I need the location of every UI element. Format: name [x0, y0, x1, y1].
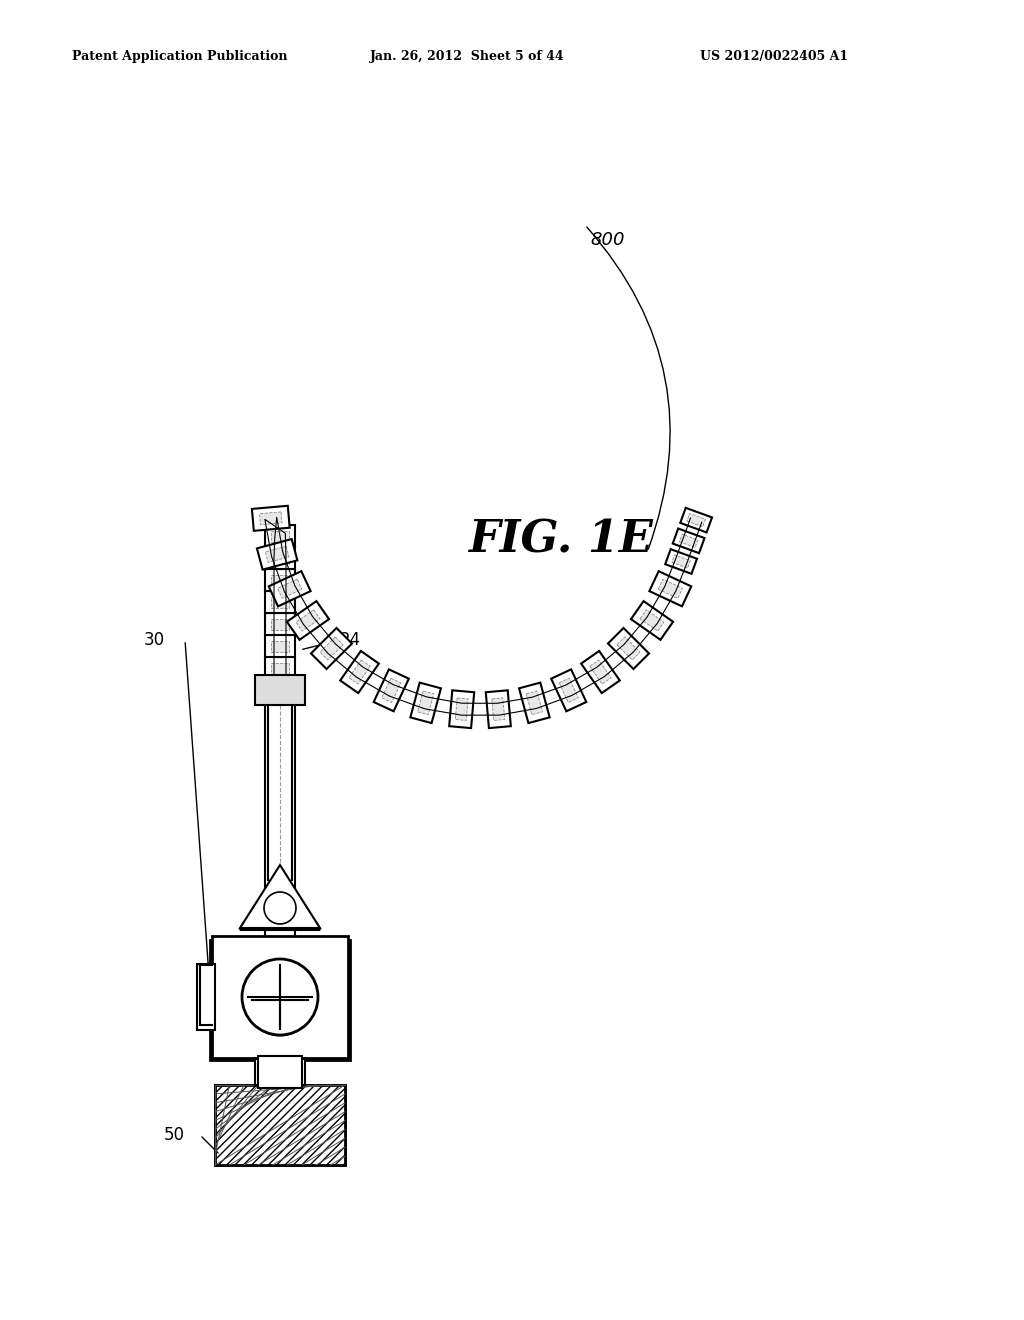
- Polygon shape: [456, 698, 468, 721]
- Circle shape: [245, 965, 315, 1035]
- Polygon shape: [418, 690, 434, 714]
- Polygon shape: [485, 690, 511, 729]
- Polygon shape: [265, 569, 295, 591]
- Text: US 2012/0022405 A1: US 2012/0022405 A1: [700, 50, 848, 63]
- Polygon shape: [581, 651, 620, 693]
- Polygon shape: [252, 506, 290, 531]
- Polygon shape: [257, 539, 297, 570]
- Bar: [258, 1056, 302, 1088]
- Bar: [255, 675, 305, 705]
- Polygon shape: [450, 690, 474, 729]
- Polygon shape: [265, 678, 295, 701]
- Polygon shape: [259, 512, 282, 525]
- Polygon shape: [265, 657, 295, 678]
- Polygon shape: [265, 635, 295, 657]
- Polygon shape: [551, 669, 587, 711]
- Bar: [197, 964, 215, 1030]
- Text: Jan. 26, 2012  Sheet 5 of 44: Jan. 26, 2012 Sheet 5 of 44: [370, 50, 564, 63]
- Polygon shape: [608, 628, 649, 669]
- Polygon shape: [265, 546, 295, 569]
- Circle shape: [242, 960, 318, 1035]
- Polygon shape: [340, 651, 379, 693]
- Polygon shape: [649, 572, 691, 606]
- Text: 30: 30: [144, 631, 165, 649]
- Polygon shape: [265, 525, 295, 546]
- Polygon shape: [666, 549, 697, 574]
- Bar: [215, 1085, 345, 1166]
- Polygon shape: [271, 619, 289, 630]
- Polygon shape: [271, 553, 289, 564]
- Polygon shape: [265, 591, 295, 612]
- Polygon shape: [658, 579, 682, 598]
- Polygon shape: [278, 579, 302, 598]
- Polygon shape: [519, 682, 550, 723]
- Bar: [212, 936, 348, 1059]
- Polygon shape: [640, 610, 664, 631]
- Bar: [255, 1057, 305, 1085]
- Polygon shape: [673, 528, 705, 553]
- Polygon shape: [271, 663, 289, 673]
- Polygon shape: [265, 546, 289, 562]
- Polygon shape: [271, 531, 289, 541]
- Polygon shape: [271, 574, 289, 586]
- Polygon shape: [679, 535, 698, 548]
- Polygon shape: [271, 640, 289, 652]
- Text: 24: 24: [340, 631, 361, 649]
- Polygon shape: [680, 508, 712, 532]
- Polygon shape: [672, 554, 690, 568]
- Text: FIG. 1E: FIG. 1E: [468, 519, 652, 561]
- Polygon shape: [287, 601, 329, 640]
- Polygon shape: [492, 698, 505, 721]
- Bar: [265, 690, 295, 940]
- Text: Patent Application Publication: Patent Application Publication: [72, 50, 288, 63]
- Polygon shape: [271, 597, 289, 607]
- Polygon shape: [311, 628, 352, 669]
- Polygon shape: [296, 610, 319, 631]
- Polygon shape: [215, 1085, 345, 1166]
- Bar: [215, 1085, 345, 1166]
- Polygon shape: [240, 870, 319, 931]
- Polygon shape: [319, 638, 343, 660]
- Polygon shape: [559, 678, 579, 702]
- Polygon shape: [382, 678, 400, 702]
- Polygon shape: [411, 682, 441, 723]
- Polygon shape: [265, 612, 295, 635]
- Polygon shape: [617, 638, 640, 660]
- Text: 800: 800: [590, 231, 625, 249]
- Polygon shape: [271, 685, 289, 696]
- Bar: [210, 940, 350, 1060]
- Polygon shape: [526, 690, 543, 714]
- Polygon shape: [590, 660, 611, 684]
- Polygon shape: [268, 572, 310, 606]
- Polygon shape: [349, 660, 371, 684]
- Polygon shape: [240, 865, 319, 928]
- Polygon shape: [631, 601, 673, 640]
- Polygon shape: [687, 513, 706, 527]
- Circle shape: [264, 892, 296, 924]
- Text: 50: 50: [164, 1126, 185, 1144]
- Polygon shape: [374, 669, 409, 711]
